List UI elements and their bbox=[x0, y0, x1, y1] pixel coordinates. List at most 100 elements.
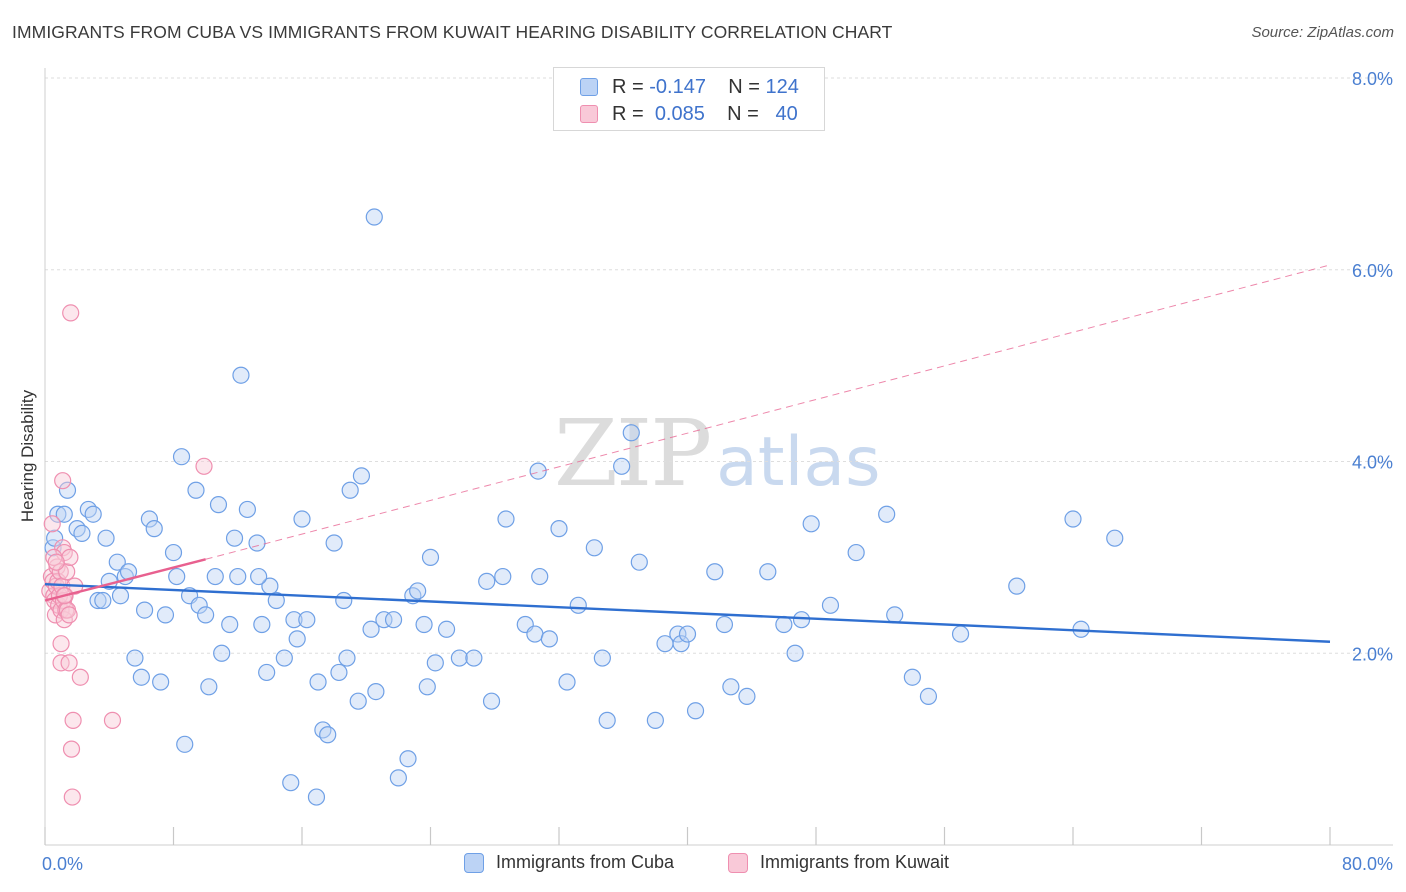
cuba-point bbox=[598, 711, 616, 729]
cuba-point bbox=[775, 615, 793, 634]
legend-swatch-kuwait bbox=[728, 852, 748, 873]
kuwait-point bbox=[71, 668, 89, 686]
cuba-point bbox=[97, 529, 115, 547]
kuwait-point bbox=[43, 515, 61, 533]
cuba-point bbox=[951, 625, 970, 643]
cuba-point bbox=[352, 467, 371, 485]
x-tick-label-max: 80.0% bbox=[1342, 854, 1393, 874]
cuba-point bbox=[309, 673, 327, 691]
axes bbox=[44, 68, 1393, 846]
cuba-point bbox=[919, 687, 938, 705]
kuwait-point bbox=[62, 304, 80, 322]
cuba-point bbox=[886, 606, 904, 624]
r-label: R = bbox=[612, 75, 644, 98]
cuba-point bbox=[232, 366, 250, 384]
cuba-point bbox=[426, 654, 444, 672]
cuba-point bbox=[786, 644, 804, 662]
legend-label-cuba: Immigrants from Cuba bbox=[496, 852, 675, 872]
cuba-point bbox=[878, 505, 896, 523]
cuba-point bbox=[55, 505, 73, 523]
cuba-point bbox=[338, 649, 356, 667]
cuba-point bbox=[156, 606, 175, 624]
cuba-point bbox=[108, 553, 126, 571]
n-value: 124 bbox=[765, 75, 799, 98]
cuba-point bbox=[418, 678, 436, 696]
kuwait-point bbox=[195, 457, 213, 475]
cuba-point bbox=[478, 572, 496, 590]
kuwait-point bbox=[51, 563, 69, 581]
cuba-point bbox=[285, 611, 303, 629]
y-tick-label: 8.0% bbox=[1352, 69, 1393, 89]
cuba-point bbox=[135, 601, 154, 619]
y-tick-label: 2.0% bbox=[1352, 644, 1393, 664]
cuba-point bbox=[282, 774, 300, 792]
cuba-point bbox=[613, 457, 631, 475]
trend-lines bbox=[44, 264, 1331, 643]
cuba-point bbox=[267, 591, 285, 610]
legend-item-kuwait: Immigrants from Kuwait bbox=[728, 852, 949, 873]
cuba-point bbox=[415, 615, 433, 634]
cuba-point bbox=[140, 510, 159, 528]
cuba-point bbox=[367, 682, 385, 701]
cuba-point bbox=[569, 596, 587, 614]
cuba-point bbox=[715, 615, 734, 634]
cuba-point bbox=[319, 726, 337, 744]
cuba-point bbox=[558, 673, 576, 691]
series-legend: Immigrants from Cuba Immigrants from Kuw… bbox=[0, 852, 1406, 878]
cuba-point bbox=[792, 611, 811, 629]
cuba-point bbox=[89, 591, 107, 610]
stats-row-cuba: R = -0.147 N = 124 bbox=[580, 75, 799, 99]
cuba-point bbox=[314, 721, 332, 739]
cuba-point bbox=[482, 692, 501, 710]
cuba-point bbox=[399, 750, 417, 768]
kuwait-trend-line bbox=[44, 558, 206, 602]
cuba-point bbox=[94, 591, 112, 610]
legend-item-cuba: Immigrants from Cuba bbox=[464, 852, 674, 873]
cuba-point bbox=[686, 702, 705, 720]
cuba-point bbox=[238, 500, 256, 519]
cuba-point bbox=[58, 481, 77, 499]
cuba-point bbox=[706, 563, 724, 581]
cuba-point bbox=[1106, 529, 1124, 547]
cuba-point bbox=[903, 668, 921, 686]
cuba-point bbox=[847, 543, 865, 562]
cuba-point bbox=[84, 505, 102, 523]
chart-title: IMMIGRANTS FROM CUBA VS IMMIGRANTS FROM … bbox=[12, 22, 893, 42]
kuwait-point bbox=[54, 472, 72, 490]
n-label: N = bbox=[728, 75, 760, 98]
kuwait-point bbox=[45, 548, 63, 566]
cuba-point bbox=[111, 587, 130, 605]
cuba-point bbox=[225, 529, 244, 547]
data-points bbox=[41, 208, 1124, 806]
cuba-point bbox=[540, 630, 558, 648]
cuba-point bbox=[341, 481, 359, 499]
r-value: -0.147 bbox=[649, 75, 706, 98]
cuba-point bbox=[250, 567, 268, 586]
cuba-point bbox=[759, 563, 777, 581]
x-tick-label-min: 0.0% bbox=[42, 854, 83, 874]
cuba-point bbox=[738, 687, 756, 705]
cuba-point bbox=[465, 649, 483, 667]
cuba-point bbox=[497, 510, 515, 528]
cuba-point bbox=[293, 510, 311, 528]
cuba-point bbox=[526, 625, 544, 643]
cuba-point bbox=[529, 462, 547, 480]
swatch-kuwait bbox=[580, 105, 598, 123]
cuba-point bbox=[349, 692, 367, 710]
cuba-point bbox=[132, 668, 150, 686]
kuwait-point bbox=[52, 635, 70, 653]
cuba-point bbox=[821, 596, 840, 614]
cuba-point bbox=[164, 543, 183, 562]
kuwait-point bbox=[48, 558, 66, 576]
n-label: N = bbox=[727, 102, 759, 125]
cuba-point bbox=[200, 678, 218, 696]
cuba-point bbox=[593, 649, 611, 667]
cuba-point bbox=[325, 534, 343, 552]
cuba-point bbox=[187, 481, 205, 499]
tick-labels: 2.0% 4.0% 6.0% 8.0% 0.0% 80.0% bbox=[42, 69, 1393, 874]
cuba-point bbox=[409, 582, 427, 600]
cuba-point bbox=[722, 678, 740, 696]
cuba-point bbox=[389, 769, 407, 787]
cuba-point bbox=[421, 548, 440, 566]
cuba-point bbox=[672, 635, 690, 653]
